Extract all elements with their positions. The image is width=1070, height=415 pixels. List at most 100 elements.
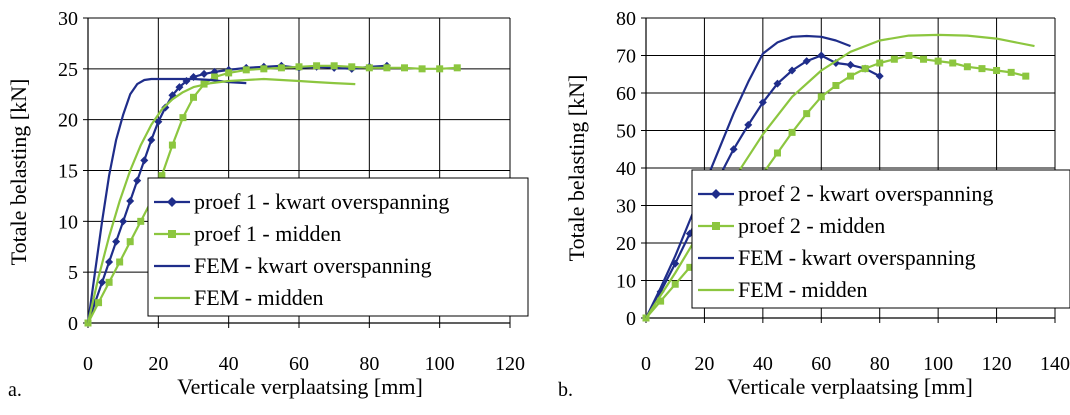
data-point-square — [260, 65, 268, 73]
y-axis-title: Totale belasting [kN] — [564, 75, 589, 262]
y-tick-label: 30 — [58, 8, 78, 30]
data-point-square — [137, 217, 145, 225]
data-point-square — [436, 65, 444, 73]
data-point-diamond — [175, 83, 184, 92]
data-point-square — [861, 65, 869, 73]
y-tick-label: 40 — [616, 158, 636, 180]
legend-item: FEM - midden — [698, 277, 868, 302]
data-point-square — [1007, 68, 1015, 76]
x-tick-label: 20 — [148, 353, 168, 375]
data-point-square — [993, 67, 1001, 74]
legend-item: proef 1 - midden — [154, 221, 341, 246]
legend-item: FEM - midden — [154, 285, 324, 310]
y-tick-label: 50 — [616, 121, 636, 143]
data-point-square — [365, 64, 373, 72]
series-line — [86, 77, 356, 324]
data-point-square — [242, 66, 250, 74]
x-tick-label: 40 — [219, 353, 239, 375]
x-tick-label: 140 — [1040, 353, 1070, 375]
y-tick-label: 20 — [616, 233, 636, 255]
legend-label: proef 2 - kwart overspanning — [738, 181, 993, 206]
data-point-diamond — [154, 117, 163, 126]
legend-item: proef 2 - midden — [698, 213, 885, 238]
legend-box — [691, 169, 1070, 309]
data-point-square — [348, 63, 356, 71]
data-point-square — [890, 55, 898, 63]
legend-label: proef 1 - kwart overspanning — [194, 189, 449, 214]
legend-label: proef 2 - midden — [738, 213, 885, 238]
y-tick-label: 0 — [68, 313, 78, 335]
x-tick-label: 0 — [641, 353, 651, 375]
y-tick-label: 60 — [616, 83, 636, 105]
data-point-square — [671, 280, 679, 288]
data-point-square — [313, 62, 321, 70]
data-point-diamond — [875, 72, 884, 81]
data-point-diamond — [126, 197, 135, 205]
data-point-square — [383, 64, 391, 72]
x-axis-title: Verticale verplaatsing [mm] — [177, 374, 423, 399]
legend-marker-diamond — [167, 197, 177, 207]
panel-label: b. — [558, 379, 573, 401]
data-point-square — [817, 93, 825, 101]
data-point-square — [295, 63, 303, 71]
legend-item: proef 1 - kwart overspanning — [154, 189, 449, 214]
data-point-diamond — [788, 66, 797, 75]
data-point-diamond — [729, 145, 738, 154]
data-point-square — [686, 263, 694, 271]
data-point-square — [105, 278, 113, 286]
data-point-square — [330, 62, 338, 70]
x-tick-label: 100 — [425, 353, 455, 375]
chart-panel-2: 0 10 20 30 40 50 60 70 80 0 20 40 60 80 100 120 140 Verti… — [558, 8, 1070, 401]
series-line — [86, 77, 247, 324]
x-tick-label: 0 — [83, 353, 93, 375]
x-tick-label: 60 — [811, 353, 831, 375]
y-tick-label: 15 — [58, 161, 78, 183]
legend-item: FEM - kwart overspanning — [154, 253, 432, 278]
x-tick-label: 80 — [870, 353, 890, 375]
data-point-diamond — [119, 217, 128, 226]
data-point-diamond — [758, 98, 767, 107]
data-point-square — [920, 55, 928, 63]
data-point-diamond — [98, 278, 107, 287]
data-point-square — [934, 57, 942, 65]
data-point-square — [905, 52, 913, 59]
x-tick-label: 60 — [289, 353, 309, 375]
legend: proef 2 - kwart overspanning proef 2 - mi… — [691, 169, 1070, 309]
legend-item: proef 2 - kwart overspanning — [698, 181, 993, 206]
legend-label: FEM - midden — [738, 277, 868, 302]
data-point-square — [453, 64, 461, 72]
data-point-square — [1022, 72, 1030, 80]
data-point-diamond — [140, 156, 149, 165]
legend-marker-square — [712, 222, 720, 230]
data-point-diamond — [147, 136, 156, 144]
x-tick-label: 120 — [982, 353, 1012, 375]
legend-marker-square — [168, 230, 176, 238]
data-point-diamond — [846, 60, 855, 69]
data-point-diamond — [112, 237, 121, 246]
data-point-diamond — [105, 258, 114, 266]
data-point-square — [277, 64, 285, 72]
data-point-square — [978, 65, 986, 73]
x-tick-label: 40 — [753, 353, 773, 375]
legend: proef 1 - kwart overspanning proef 1 - mi… — [147, 177, 529, 317]
y-tick-label: 10 — [58, 211, 78, 233]
data-point-diamond — [133, 176, 142, 185]
y-tick-label: 0 — [626, 308, 636, 330]
data-point-square — [788, 128, 796, 136]
data-point-diamond — [744, 120, 753, 129]
data-point-square — [158, 172, 166, 180]
data-point-square — [847, 72, 854, 80]
data-point-diamond — [773, 79, 782, 88]
legend-label: FEM - kwart overspanning — [194, 253, 432, 278]
legend-label: FEM - kwart overspanning — [738, 245, 976, 270]
series-line — [645, 34, 851, 319]
data-point-square — [963, 63, 971, 71]
data-point-square — [657, 297, 665, 305]
data-point-square — [803, 110, 811, 118]
y-tick-label: 20 — [58, 110, 78, 132]
series-4 — [86, 77, 356, 324]
chart-panel-1: 0 5 10 15 20 25 30 0 20 40 60 80 100 120 Verticale ver… — [6, 8, 529, 401]
data-point-square — [876, 59, 884, 67]
